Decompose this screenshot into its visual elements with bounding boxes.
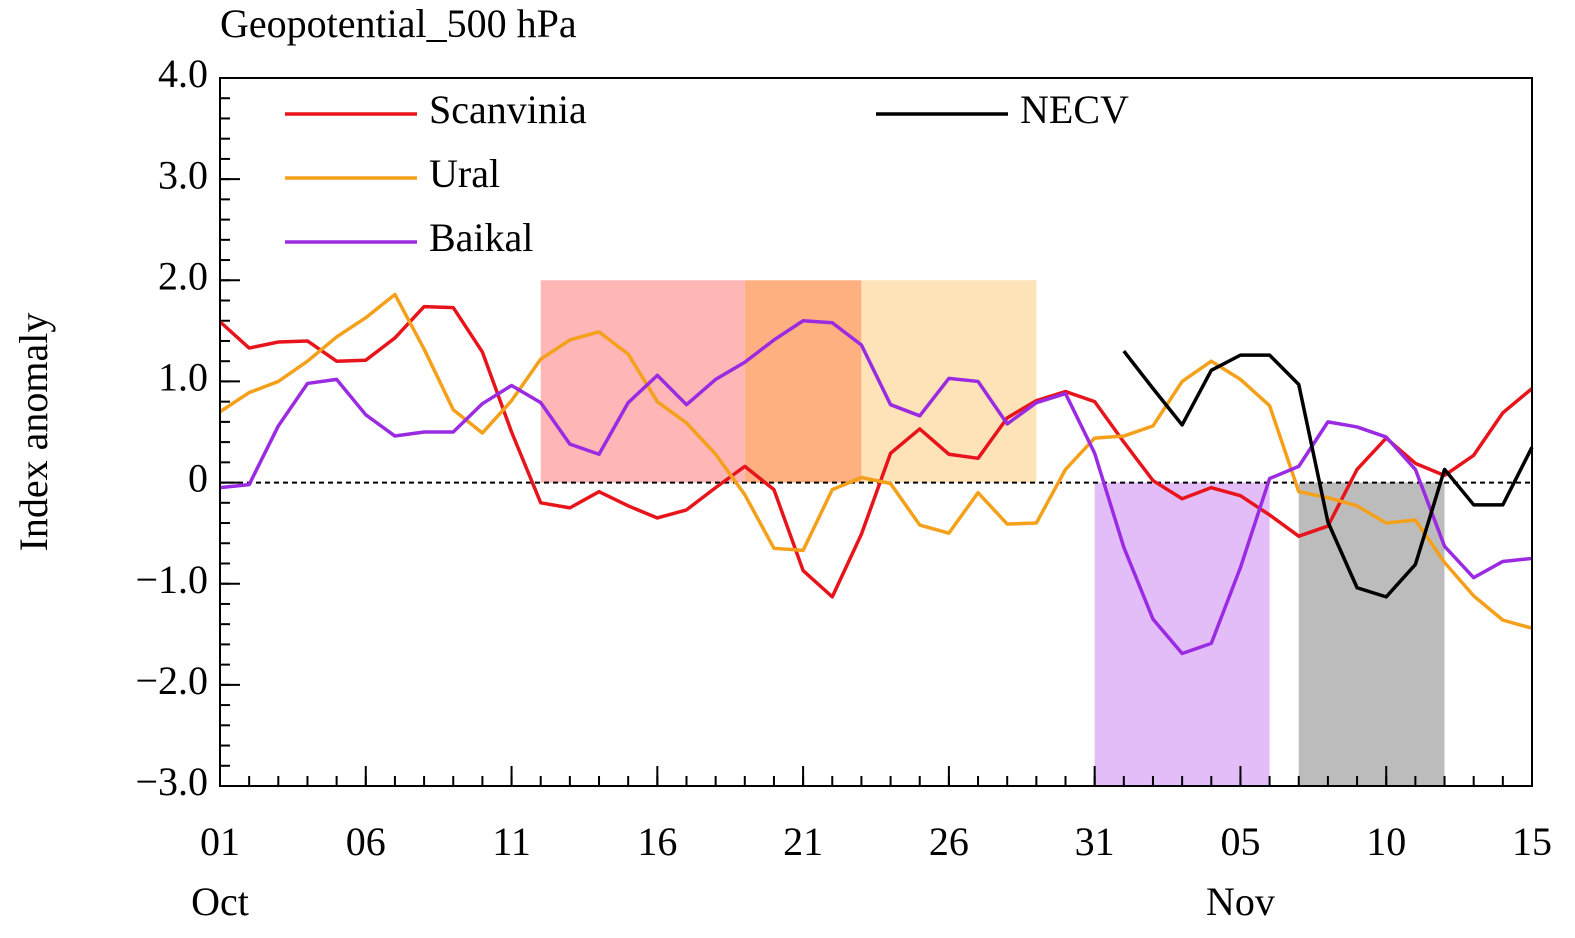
- month-label: Nov: [1206, 879, 1275, 924]
- x-tick-label: 16: [637, 819, 677, 864]
- series-line: [219, 292, 1533, 630]
- shaded-region: [1298, 482, 1445, 786]
- chart-title: Geopotential_500 hPa: [220, 1, 577, 46]
- legend-label: Scanvinia: [429, 87, 587, 132]
- y-tick-label: −2.0: [135, 658, 208, 703]
- x-tick-label: 01: [200, 819, 240, 864]
- x-tick-label: 10: [1366, 819, 1406, 864]
- shaded-region: [1094, 482, 1270, 786]
- y-tick-label: 1.0: [158, 355, 208, 400]
- y-tick-label: −1.0: [135, 557, 208, 602]
- series-line: [1122, 350, 1534, 599]
- legend-label: NECV: [1020, 87, 1129, 132]
- x-tick-label: 05: [1220, 819, 1260, 864]
- legend-label: Ural: [429, 151, 500, 196]
- y-axis-label: Index anomaly: [11, 313, 56, 552]
- legend-label: Baikal: [429, 215, 533, 260]
- series-line: [218, 304, 1534, 599]
- y-tick-label: 0: [188, 456, 208, 501]
- x-tick-label: 06: [346, 819, 386, 864]
- y-tick-label: 2.0: [158, 253, 208, 298]
- y-tick-label: −3.0: [135, 759, 208, 804]
- x-tick-label: 11: [492, 819, 531, 864]
- x-tick-label: 26: [929, 819, 969, 864]
- shaded-region: [861, 280, 1037, 483]
- series-line: [219, 318, 1533, 656]
- x-tick-label: 15: [1512, 819, 1552, 864]
- shaded-region: [744, 280, 862, 483]
- month-label: Oct: [191, 879, 249, 924]
- plot-frame: [219, 77, 1533, 787]
- x-tick-label: 21: [783, 819, 823, 864]
- y-tick-label: 3.0: [158, 152, 208, 197]
- y-tick-label: 4.0: [158, 51, 208, 96]
- x-tick-label: 31: [1075, 819, 1115, 864]
